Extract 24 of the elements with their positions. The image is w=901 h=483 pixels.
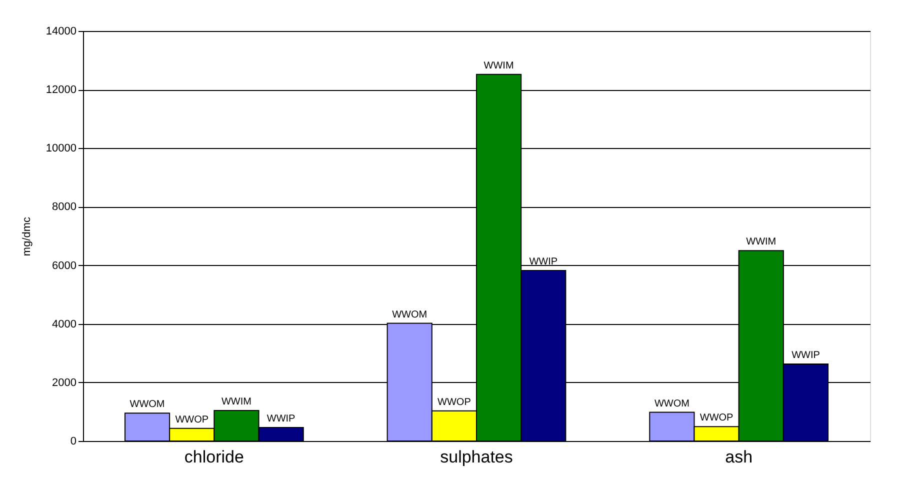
y-tick-label: 2000 — [52, 376, 76, 389]
text: WWIP — [529, 256, 558, 268]
text: WWIM — [746, 236, 776, 248]
text: WWIM — [484, 60, 514, 72]
y-tick-label: 8000 — [52, 201, 76, 214]
y-tick-label: 12000 — [46, 84, 76, 96]
series-label: WWOP — [175, 414, 209, 426]
text: WWOP — [700, 412, 734, 424]
y-tick-label: 0 — [70, 436, 76, 448]
text: WWIP — [792, 350, 820, 361]
text: WWOM — [654, 398, 690, 410]
y-tick-label: 6000 — [52, 260, 76, 272]
series-label: WWIP — [266, 414, 296, 425]
y-tick-label: 4000 — [52, 318, 76, 330]
y-tick-label: 14000 — [46, 26, 76, 38]
text: WWOP — [438, 396, 471, 408]
y-tick-label: 10000 — [46, 142, 76, 155]
text: WWOM — [392, 309, 428, 320]
series-label: WWOM — [130, 399, 165, 410]
y-axis-title: mg/dmc — [20, 216, 33, 256]
x-tick-label: ash — [725, 448, 753, 466]
x-tick-label: sulphates — [440, 448, 513, 466]
series-label: WWIM — [221, 396, 252, 408]
x-tick-label: chloride — [184, 448, 244, 466]
